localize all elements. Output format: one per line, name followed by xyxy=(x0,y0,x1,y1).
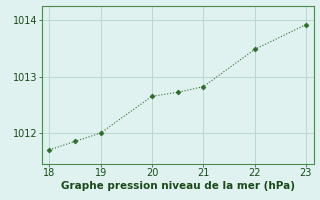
X-axis label: Graphe pression niveau de la mer (hPa): Graphe pression niveau de la mer (hPa) xyxy=(60,181,295,191)
